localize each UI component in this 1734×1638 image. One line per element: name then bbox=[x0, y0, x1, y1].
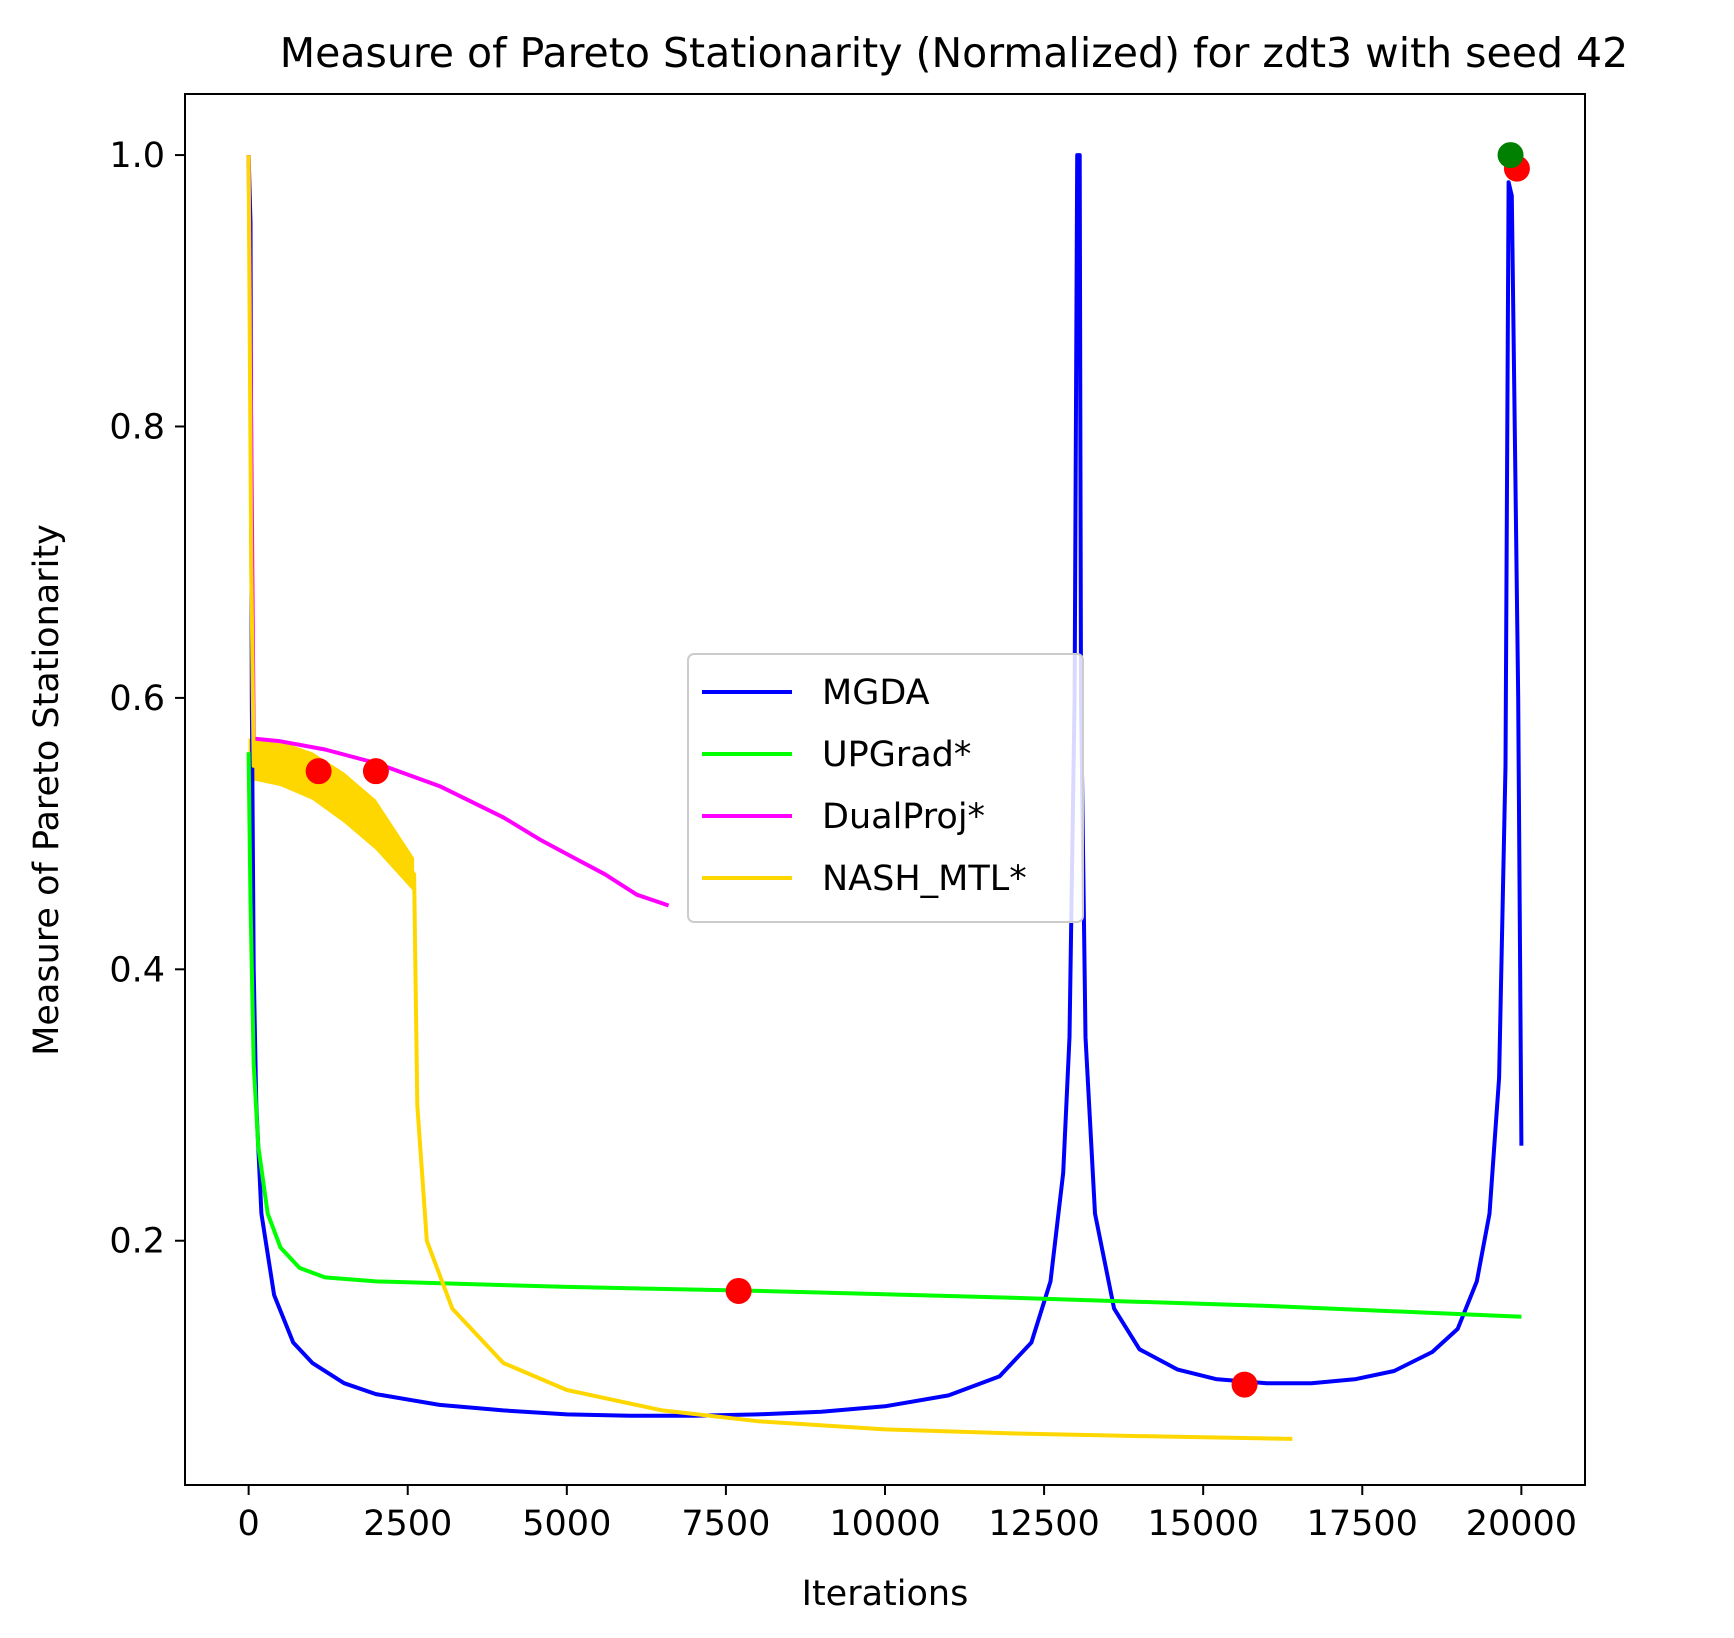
x-tick-label: 2500 bbox=[363, 1504, 452, 1544]
marker-point-4 bbox=[1231, 1371, 1258, 1398]
nash-mtl-band bbox=[248, 738, 415, 892]
legend-label: MGDA bbox=[822, 673, 930, 713]
x-tick-label: 0 bbox=[237, 1504, 259, 1544]
y-tick-label: 0.6 bbox=[109, 679, 165, 719]
legend-box bbox=[687, 653, 1084, 923]
chart-title: Measure of Pareto Stationarity (Normaliz… bbox=[280, 29, 1628, 77]
plot-series-group bbox=[246, 142, 1530, 1441]
x-tick-label: 7500 bbox=[681, 1504, 770, 1544]
series-line-mgda bbox=[246, 153, 1524, 1418]
legend-label: NASH_MTL* bbox=[822, 859, 1027, 899]
legend-label: UPGrad* bbox=[822, 735, 971, 775]
x-tick-label: 12500 bbox=[988, 1504, 1099, 1544]
y-tick-label: 1.0 bbox=[109, 136, 165, 176]
y-tick-label: 0.8 bbox=[109, 407, 165, 447]
y-tick-label: 0.2 bbox=[109, 1222, 165, 1262]
marker-point-6 bbox=[1497, 142, 1524, 169]
x-tick-label: 10000 bbox=[829, 1504, 940, 1544]
series-line-upgrad bbox=[246, 752, 1522, 1319]
legend-label: DualProj* bbox=[822, 797, 985, 837]
marker-point-2 bbox=[362, 758, 389, 785]
y-axis-label: Measure of Pareto Stationarity bbox=[27, 524, 67, 1056]
series-line-nash-mtl bbox=[246, 155, 1293, 1441]
legend: MGDA UPGrad* DualProj* NASH_MTL* bbox=[687, 653, 1084, 923]
plot-area bbox=[246, 142, 1530, 1441]
x-tick-label: 15000 bbox=[1148, 1504, 1259, 1544]
y-tick-label: 0.4 bbox=[109, 950, 165, 990]
x-axis-label: Iterations bbox=[802, 1574, 969, 1614]
x-tick-label: 5000 bbox=[522, 1504, 611, 1544]
axis-ticks: 0 2500 5000 7500 10000 12500 15000 17500 20000 0.… bbox=[109, 136, 1577, 1544]
marker-point-3 bbox=[725, 1277, 752, 1304]
x-tick-label: 17500 bbox=[1307, 1504, 1418, 1544]
x-tick-label: 20000 bbox=[1466, 1504, 1577, 1544]
marker-point-1 bbox=[305, 758, 332, 785]
